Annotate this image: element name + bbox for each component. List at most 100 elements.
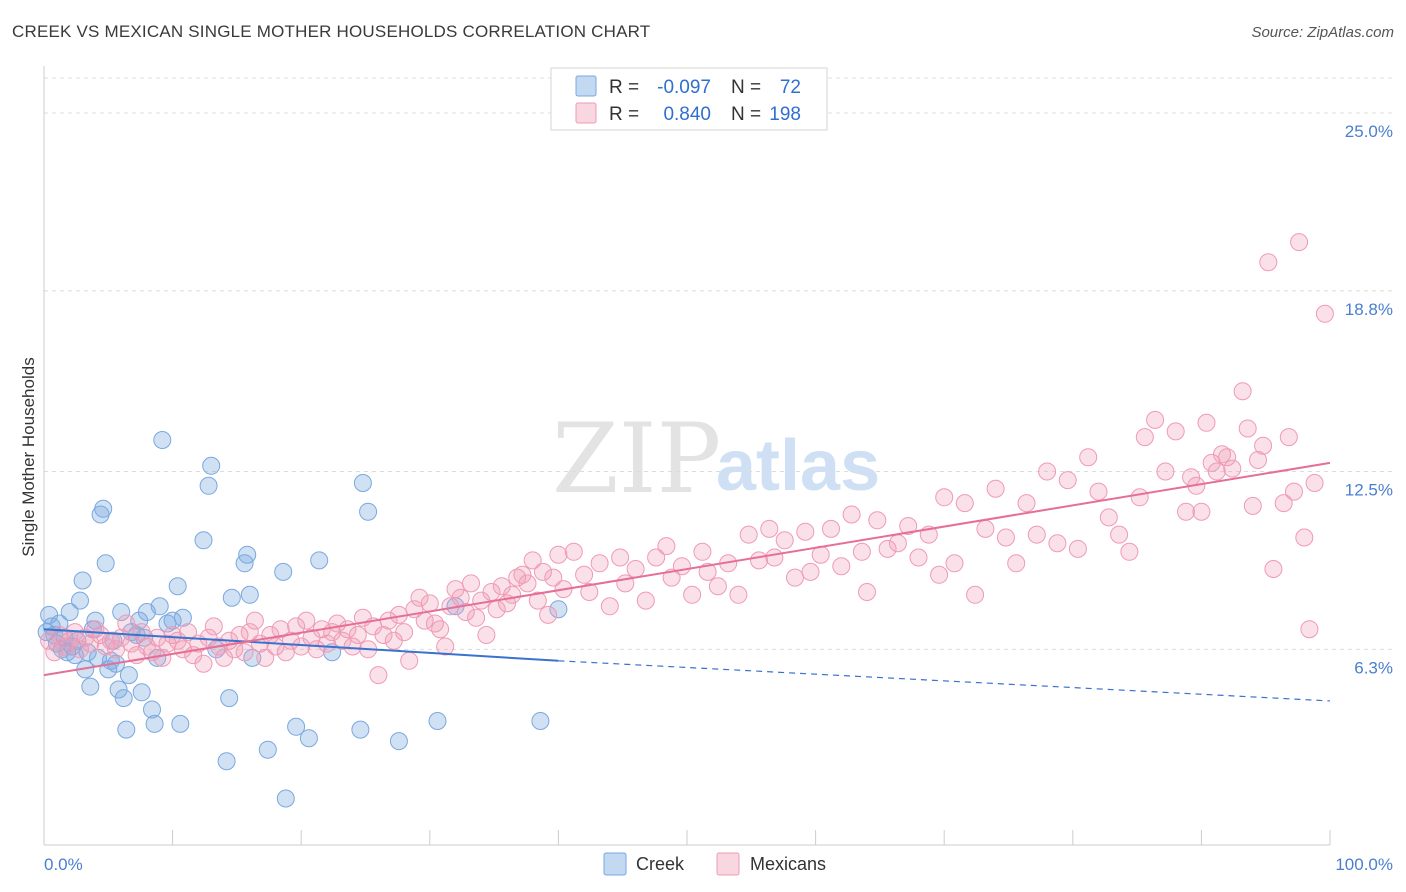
mexicans-point: [698, 562, 717, 581]
mexicans-point: [899, 517, 918, 535]
mexicans-point: [1017, 494, 1036, 513]
mexicans-point: [410, 588, 429, 607]
mexicans-point: [878, 539, 897, 558]
mexicans-point: [1243, 496, 1262, 515]
creek-point: [353, 474, 372, 492]
creek-point: [299, 729, 318, 748]
creek-trend-line: [43, 628, 559, 662]
watermark-atlas: atlas: [716, 426, 880, 506]
y-tick-labels: 6.3% 12.5% 18.8% 25.0%: [1345, 122, 1393, 677]
mexicans-point: [539, 605, 558, 624]
mexicans-point: [945, 554, 964, 573]
chart-title: CREEK VS MEXICAN SINGLE MOTHER HOUSEHOLD…: [12, 22, 651, 41]
mexicans-point: [1110, 525, 1129, 544]
creek-point: [168, 577, 187, 596]
mexicans-point: [91, 626, 110, 644]
mexicans-point: [611, 548, 630, 567]
mexicans-point: [534, 562, 552, 581]
creek-point: [531, 712, 550, 730]
mexicans-point: [431, 620, 450, 639]
mexicans-point: [1218, 448, 1237, 467]
mexicans-point: [1182, 468, 1201, 487]
mexicans-point: [1264, 560, 1283, 578]
mexicans-point: [1089, 482, 1108, 501]
mexicans-point: [888, 534, 907, 553]
creek-point: [163, 611, 182, 630]
watermark: ZIP atlas: [552, 403, 880, 515]
mexicans-point: [909, 548, 928, 567]
creek-trend-extension: [558, 660, 1331, 702]
mexicans-series-swatch: [716, 852, 740, 876]
mexicans-point: [1249, 451, 1267, 469]
mexicans-point: [1079, 448, 1098, 467]
mexicans-point: [1038, 462, 1057, 481]
mexicans-point: [1305, 474, 1324, 492]
creek-point: [173, 608, 192, 627]
mexicans-point: [245, 611, 264, 630]
y-axis-label: Single Mother Households: [19, 357, 38, 556]
mexicans-point: [693, 542, 712, 561]
mexicans-point: [1120, 542, 1139, 561]
mexicans-point: [256, 648, 275, 667]
mexicans-point: [1177, 502, 1195, 521]
mexicans-point: [822, 519, 840, 538]
mexicans-point: [96, 637, 115, 656]
mexicans-point: [832, 557, 851, 576]
legend-r-label-creek: R =: [609, 77, 639, 98]
mexicans-point: [71, 640, 89, 659]
mexicans-point: [1068, 539, 1087, 558]
mexicans-point: [1233, 382, 1252, 401]
mexicans-point: [647, 548, 666, 567]
creek-point: [143, 700, 161, 719]
mexicans-series-label: Mexicans: [750, 854, 826, 874]
creek-point: [112, 603, 131, 621]
mexicans-point: [503, 585, 522, 604]
creek-point: [274, 562, 293, 581]
mexicans-point: [163, 626, 182, 644]
x-tick-label-max: 100.0%: [1335, 855, 1393, 874]
y-tick-label-0: 6.3%: [1354, 658, 1393, 677]
mexicans-point: [1192, 502, 1211, 521]
trend-lines: [43, 461, 1331, 702]
mexicans-point: [636, 591, 655, 610]
mexicans-point: [287, 617, 306, 636]
creek-point: [153, 431, 172, 449]
mexicans-point: [1058, 471, 1077, 490]
mexicans-point: [1238, 419, 1257, 438]
y-tick-label-1: 12.5%: [1345, 481, 1393, 500]
mexicans-trend-line: [43, 461, 1331, 677]
y-tick-label-2: 18.8%: [1345, 300, 1393, 319]
mexicans-point: [508, 568, 527, 587]
legend-n-label-creek: N =: [731, 77, 761, 98]
creek-point: [202, 456, 221, 475]
legend-n-value-mexicans: 198: [769, 104, 801, 125]
creek-point: [222, 588, 241, 607]
creek-point: [240, 585, 259, 604]
creek-point: [150, 597, 169, 616]
legend-n-value-creek: 72: [780, 77, 801, 98]
creek-point: [71, 591, 89, 610]
creek-point: [117, 720, 136, 739]
mexicans-point: [786, 568, 804, 587]
mexicans-point: [117, 614, 136, 633]
mexicans-point: [739, 525, 758, 544]
mexicans-point: [580, 583, 599, 601]
creek-point: [359, 502, 378, 521]
series-legend: Creek Mexicans: [603, 852, 826, 876]
mexicans-point: [801, 562, 820, 581]
mexicans-point: [842, 505, 861, 524]
mexicans-point: [765, 548, 784, 567]
mexicans-point: [626, 560, 645, 578]
creek-point: [217, 752, 236, 771]
creek-series-label: Creek: [636, 854, 685, 874]
mexicans-point: [467, 608, 486, 627]
mexicans-point: [518, 574, 537, 593]
mexicans-point: [966, 585, 985, 604]
mexicans-point: [683, 585, 702, 604]
mexicans-point: [858, 583, 876, 601]
x-tick-label-min: 0.0%: [44, 855, 83, 874]
axes: [43, 66, 1331, 846]
mexicans-point: [1300, 620, 1319, 639]
mexicans-point: [369, 666, 388, 685]
mexicans-point: [1259, 253, 1278, 272]
